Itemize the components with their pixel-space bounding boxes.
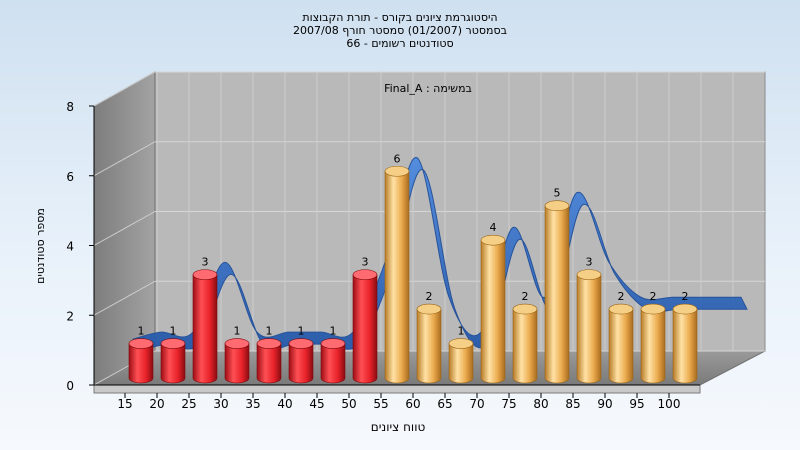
x-tick-label: 50 — [341, 397, 356, 411]
x-tick-label: 30 — [213, 397, 228, 411]
x-axis-title: טווח ציונים — [371, 420, 426, 434]
bar-top — [224, 338, 250, 349]
y-tick-label: 2 — [66, 309, 74, 323]
gridline-left — [93, 280, 156, 316]
bar-value-label: 3 — [362, 256, 369, 269]
title-line-3: סטודנטים רשומים - 66 — [346, 37, 454, 50]
title-line-2: בסמסטר (01/2007) סמסטר חורף 2007/08 — [293, 24, 507, 37]
bar — [352, 274, 378, 384]
bar-top — [672, 303, 698, 315]
chart-floor-front-edge — [93, 384, 701, 394]
bar — [640, 308, 666, 384]
x-tick-label: 70 — [469, 397, 484, 411]
chart-subtitle: במשימה : Final_A — [384, 82, 472, 95]
bar — [320, 343, 346, 384]
x-tick-label: 55 — [373, 397, 388, 411]
bar-value-label: 2 — [426, 290, 433, 303]
bar-value-label: 2 — [650, 290, 657, 303]
bar-value-label: 4 — [490, 221, 497, 234]
bar-value-label: 5 — [554, 187, 561, 200]
bar — [608, 308, 634, 384]
x-tick-label: 15 — [117, 397, 132, 411]
bar-top — [320, 338, 346, 349]
gridlines — [93, 71, 765, 386]
bar-top — [480, 234, 506, 246]
bar-value-label: 1 — [458, 325, 465, 338]
bar — [672, 308, 698, 384]
x-axis: 15 20 25 30 35 40 45 50 55 60 65 70 75 80 85 90 95 100 — [94, 384, 700, 411]
bar — [576, 274, 602, 384]
bar — [416, 308, 442, 384]
bar-value-label: 2 — [522, 290, 529, 303]
x-tick-label: 85 — [565, 397, 580, 411]
bar-value-label: 1 — [298, 325, 305, 338]
bar-top — [128, 338, 154, 349]
bar-value-label: 6 — [394, 152, 401, 165]
bar-top — [256, 338, 282, 349]
y-tick-label: 0 — [66, 379, 74, 393]
bar — [448, 343, 474, 384]
bar-top — [352, 269, 378, 280]
bar — [160, 343, 186, 384]
x-tick-label: 60 — [405, 397, 420, 411]
x-tick-label: 20 — [149, 397, 164, 411]
x-tick-label: 40 — [277, 397, 292, 411]
bar-value-label: 2 — [682, 290, 689, 303]
bar-value-label: 1 — [330, 325, 337, 338]
bar-top — [288, 338, 314, 349]
bar — [128, 343, 154, 384]
y-tick-label: 4 — [66, 240, 74, 254]
bar-value-label: 1 — [138, 325, 145, 338]
bar-value-label: 1 — [234, 325, 241, 338]
bar-top — [608, 303, 634, 315]
gridline-left — [93, 211, 156, 246]
bars: 1 1 3 1 1 1 1 3 6 2 1 4 2 5 3 2 2 2 — [128, 152, 698, 384]
bar-value-label: 2 — [618, 290, 625, 303]
bar-top — [448, 338, 474, 349]
y-tick-label: 6 — [66, 170, 74, 184]
title-line-1: היסטוגרמת ציונים בקורס - תורת הקבוצות — [302, 11, 498, 24]
bar — [384, 170, 410, 384]
bar — [224, 343, 250, 384]
bar-top — [384, 165, 410, 177]
y-tick-label: 8 — [66, 100, 74, 114]
bar-value-label: 3 — [586, 256, 593, 269]
bar-top — [640, 303, 666, 315]
bar-top — [192, 269, 218, 280]
trend-curve — [132, 157, 748, 352]
y-axis: 0 2 4 6 8 — [66, 100, 95, 393]
gridline-left — [93, 141, 156, 177]
bar-value-label: 1 — [170, 325, 177, 338]
x-tick-label: 95 — [629, 397, 644, 411]
bar-top — [576, 269, 602, 280]
bar-top — [160, 338, 186, 349]
bar — [544, 205, 570, 384]
bar — [288, 343, 314, 384]
x-tick-label: 90 — [597, 397, 612, 411]
x-tick-label: 65 — [437, 397, 452, 411]
bar-top — [544, 200, 570, 212]
x-tick-label: 75 — [501, 397, 516, 411]
x-tick-label: 100 — [658, 397, 681, 411]
x-tick-label: 25 — [181, 397, 196, 411]
bar — [512, 308, 538, 384]
bar-top — [416, 303, 442, 315]
gridline-left — [93, 71, 156, 107]
bar — [192, 274, 218, 384]
x-tick-label: 35 — [245, 397, 260, 411]
x-tick-label: 80 — [533, 397, 548, 411]
bar-value-label: 1 — [266, 325, 273, 338]
chart-title: היסטוגרמת ציונים בקורס - תורת הקבוצות בס… — [0, 11, 800, 50]
y-axis-title: מספר סטודנטים — [34, 208, 47, 284]
x-tick-label: 45 — [309, 397, 324, 411]
bar-top — [512, 303, 538, 315]
bar — [256, 343, 282, 384]
bar — [480, 239, 506, 384]
bar-value-label: 3 — [202, 256, 209, 269]
